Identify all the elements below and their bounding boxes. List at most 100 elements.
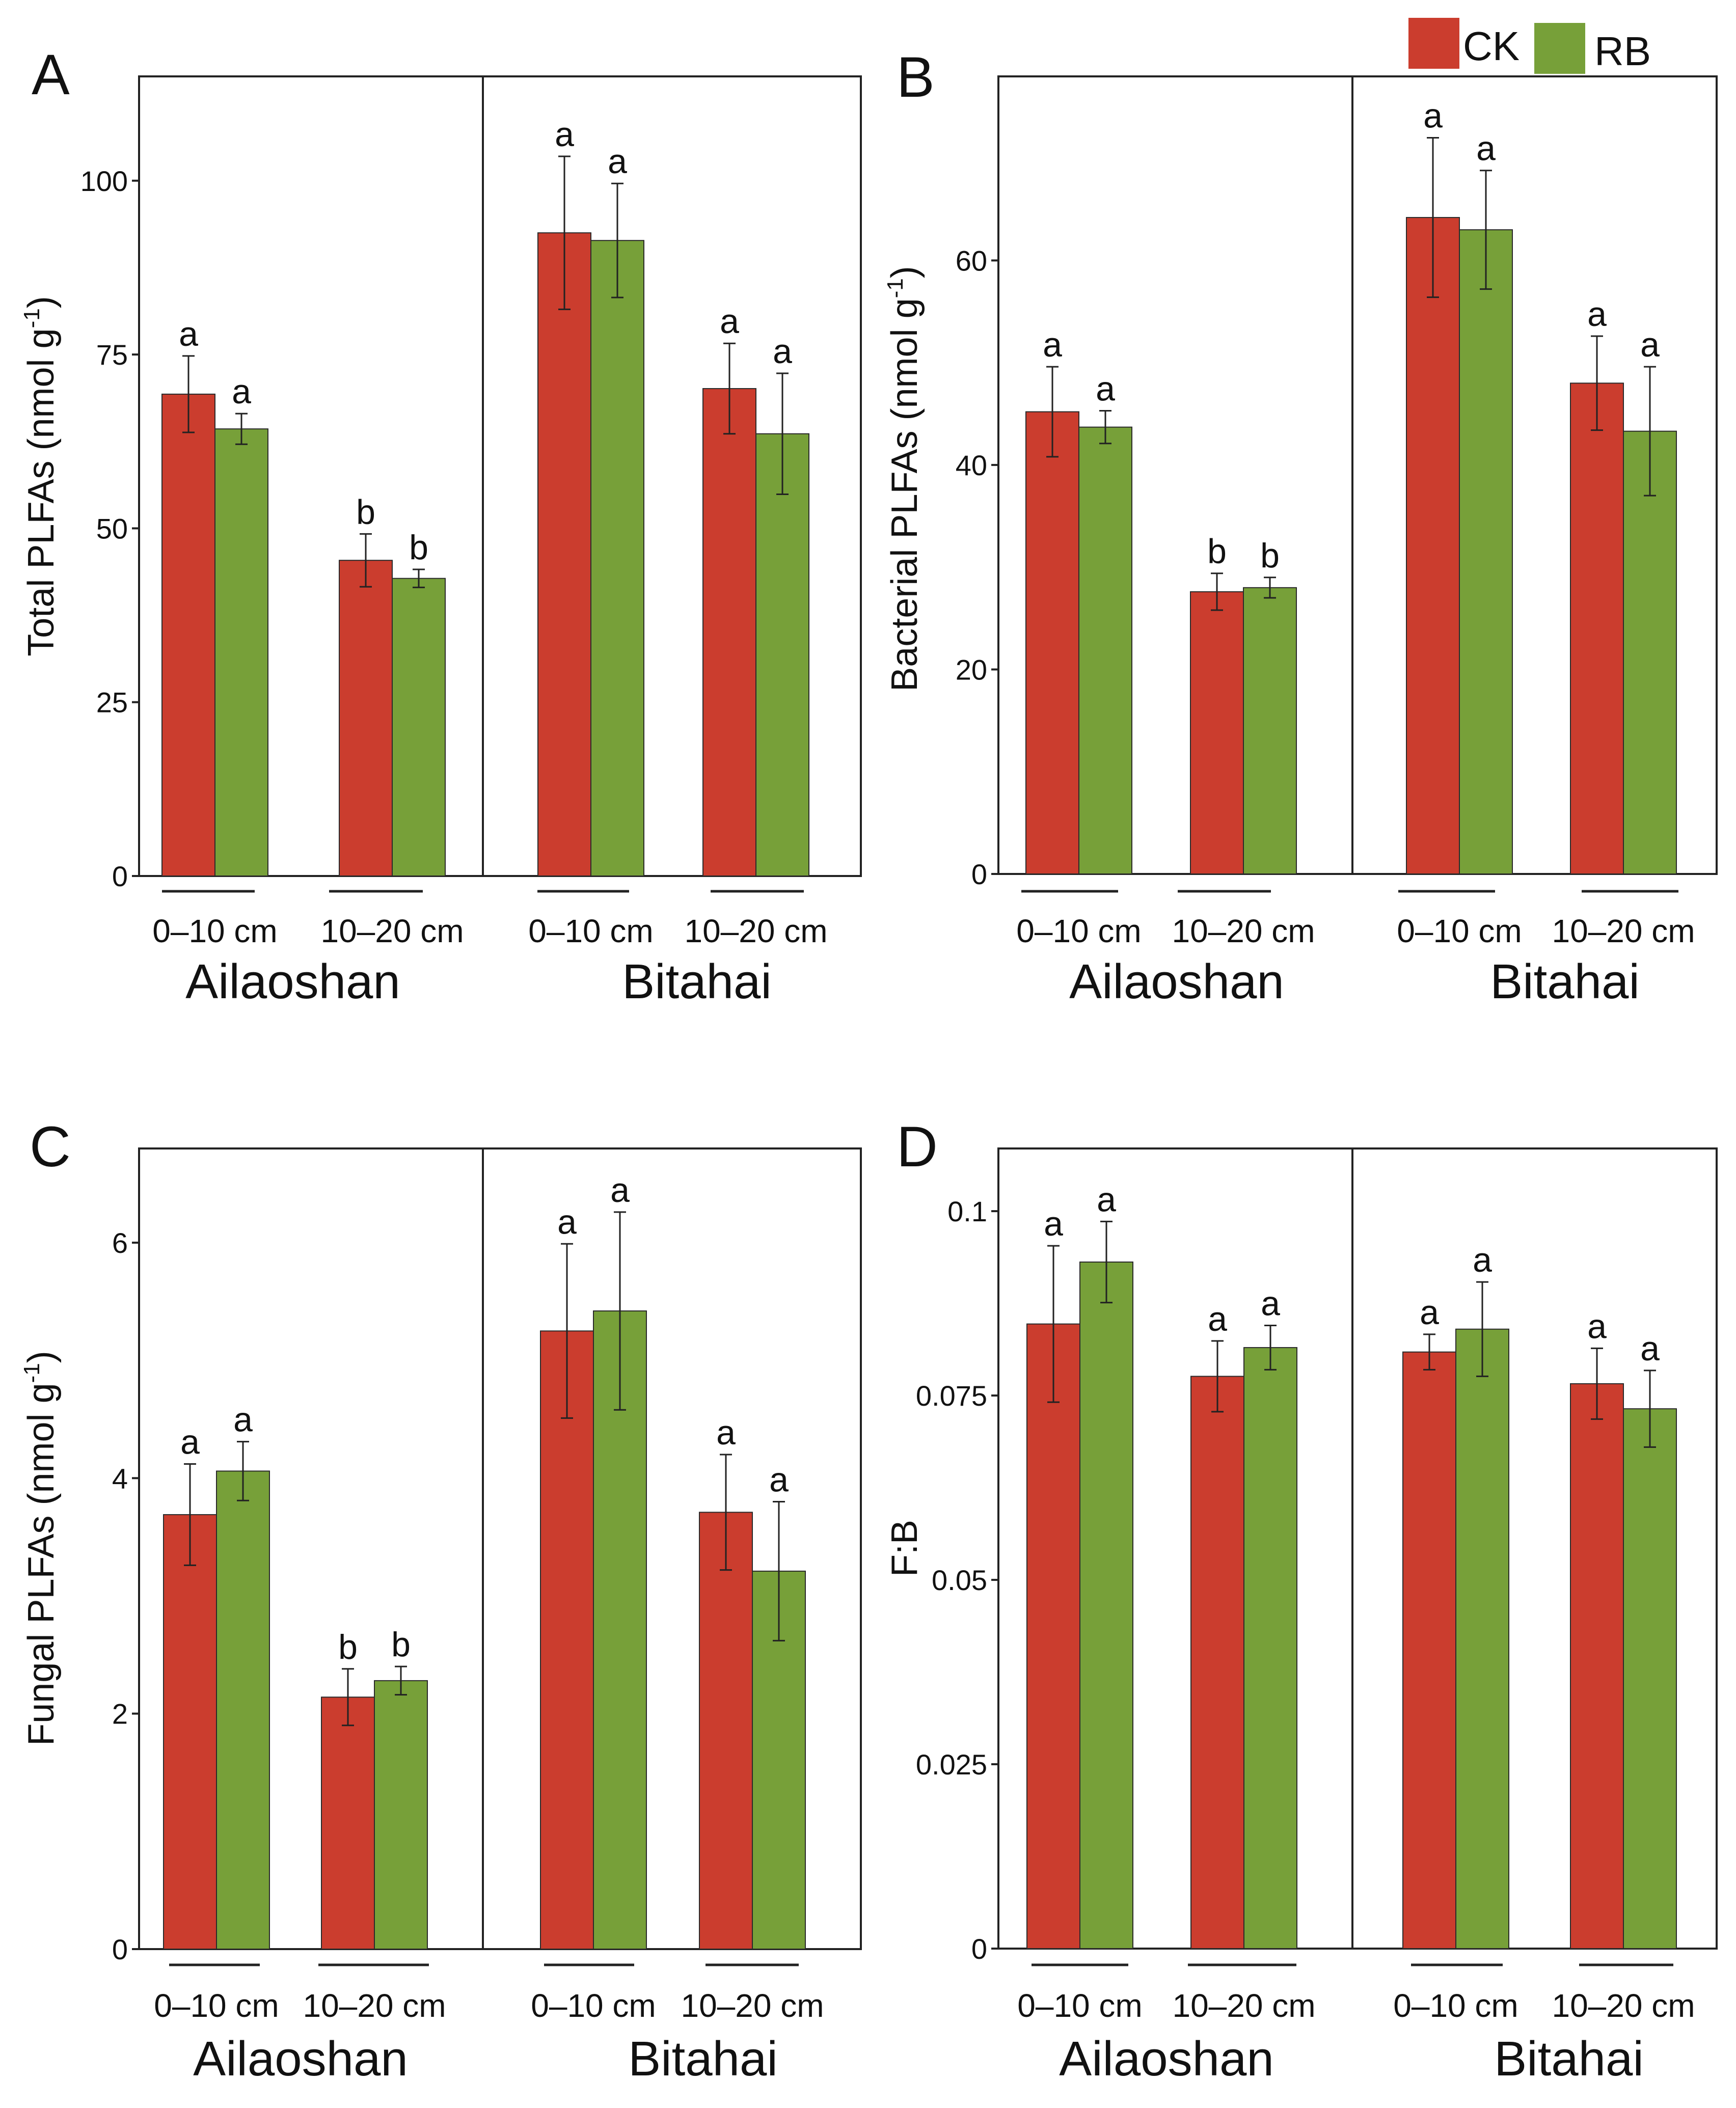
depth-label-b: 0–10 cm <box>1397 913 1522 949</box>
significance-letter-d: a <box>1097 1180 1116 1219</box>
y-tick-label-c: 0 <box>112 1933 128 1965</box>
significance-letter-c: a <box>557 1202 577 1241</box>
site-label-b-ailaoshan: Ailaoshan <box>1069 954 1284 1009</box>
y-axis-label-text-c: Fungal PLFAs (nmol g <box>21 1383 62 1745</box>
significance-letter-d: a <box>1473 1241 1492 1279</box>
bar-c-rb <box>216 1470 270 1950</box>
y-tick-label-a: 100 <box>80 165 128 197</box>
significance-letter-d: a <box>1261 1284 1280 1323</box>
depth-label-d: 10–20 cm <box>1172 1987 1315 2024</box>
bar-d-ck <box>1026 1323 1080 1949</box>
significance-letter-a: b <box>356 492 375 531</box>
y-axis-label-superscript-a: -1 <box>19 308 44 328</box>
plot-frame-a <box>138 75 862 877</box>
depth-label-c: 10–20 cm <box>303 1987 446 2024</box>
bar-d-rb <box>1623 1408 1677 1949</box>
bar-d-ck <box>1570 1383 1624 1949</box>
y-axis-label-b: Bacterial PLFAs (nmol g-1) <box>883 266 925 691</box>
y-tick-label-c: 4 <box>112 1462 128 1494</box>
significance-letter-a: a <box>773 332 792 371</box>
significance-letter-b: a <box>1043 325 1062 364</box>
legend-swatch-rb <box>1534 23 1585 74</box>
plot-frame-c <box>138 1147 862 1950</box>
depth-label-a: 0–10 cm <box>528 913 653 949</box>
y-tick-label-a: 50 <box>96 512 128 544</box>
y-tick-label-b: 60 <box>956 244 987 277</box>
y-tick-label-b: 0 <box>971 858 987 890</box>
depth-label-d: 0–10 cm <box>1017 1987 1142 2024</box>
depth-label-a: 10–20 cm <box>320 913 464 949</box>
y-tick-label-d: 0 <box>971 1933 987 1965</box>
site-label-a-ailaoshan: Ailaoshan <box>185 954 400 1009</box>
bar-d-rb <box>1455 1328 1509 1949</box>
bar-c-ck <box>540 1330 594 1950</box>
legend-label-ck: CK <box>1463 23 1520 69</box>
plot-frame-d <box>997 1147 1718 1950</box>
significance-letter-a: a <box>555 115 574 154</box>
significance-letter-c: b <box>338 1628 358 1666</box>
significance-letter-d: a <box>1208 1300 1227 1338</box>
depth-label-b: 10–20 cm <box>1172 913 1315 949</box>
bar-b-rb <box>1078 426 1132 874</box>
bar-b-rb <box>1243 587 1297 875</box>
depth-label-d: 0–10 cm <box>1393 1987 1518 2024</box>
bar-a-rb <box>755 433 809 877</box>
y-tick-label-d: 0.075 <box>916 1380 987 1412</box>
y-tick-label-c: 2 <box>112 1698 128 1730</box>
bar-d-rb <box>1243 1347 1297 1950</box>
bar-b-ck <box>1570 382 1624 874</box>
site-label-c-bitahai: Bitahai <box>628 2032 778 2086</box>
bar-c-ck <box>321 1696 375 1950</box>
significance-letter-c: a <box>716 1413 736 1452</box>
bar-a-ck <box>702 388 756 877</box>
y-axis-label-text-d: F:B <box>884 1520 925 1577</box>
significance-letter-b: a <box>1640 325 1660 364</box>
y-tick-label-b: 20 <box>956 653 987 686</box>
significance-letter-a: a <box>608 142 627 181</box>
depth-label-d: 10–20 cm <box>1552 1987 1695 2024</box>
legend-item-rb[interactable]: RB <box>1534 23 1651 74</box>
bar-d-ck <box>1190 1376 1244 1949</box>
bar-a-rb <box>590 240 644 877</box>
depth-label-c: 0–10 cm <box>531 1987 656 2024</box>
bar-a-ck <box>161 393 215 877</box>
site-label-d-bitahai: Bitahai <box>1494 2032 1644 2086</box>
legend-item-ck[interactable]: CK <box>1408 18 1520 69</box>
y-axis-label-text-b: Bacterial PLFAs (nmol g <box>884 298 925 691</box>
significance-letter-b: a <box>1096 370 1115 408</box>
significance-letter-d: a <box>1587 1307 1607 1346</box>
significance-letter-a: a <box>232 372 251 411</box>
depth-label-a: 10–20 cm <box>684 913 827 949</box>
bar-b-ck <box>1025 411 1079 874</box>
significance-letter-b: b <box>1260 536 1280 575</box>
significance-letter-c: a <box>610 1171 630 1210</box>
bar-b-rb <box>1623 430 1677 874</box>
y-axis-label-end-a: ) <box>21 296 62 308</box>
significance-letter-c: a <box>769 1461 789 1499</box>
bar-b-rb <box>1459 229 1513 875</box>
significance-letter-c: a <box>180 1423 200 1462</box>
panel-letter-b: B <box>897 45 935 109</box>
y-tick-label-a: 25 <box>96 687 128 719</box>
significance-letter-d: a <box>1420 1293 1439 1332</box>
significance-letter-c: b <box>391 1625 411 1664</box>
significance-letter-a: a <box>720 302 739 341</box>
legend-label-rb: RB <box>1594 29 1651 74</box>
site-label-b-bitahai: Bitahai <box>1490 954 1640 1009</box>
depth-label-b: 10–20 cm <box>1552 913 1695 949</box>
y-tick-label-d: 0.025 <box>916 1748 987 1781</box>
significance-letter-d: a <box>1640 1329 1660 1368</box>
bar-c-ck <box>699 1512 753 1950</box>
significance-letter-a: b <box>409 528 428 567</box>
y-axis-label-text-a: Total PLFAs (nmol g <box>21 328 62 656</box>
significance-letter-b: b <box>1207 532 1227 571</box>
significance-letter-c: a <box>233 1401 253 1439</box>
depth-label-c: 10–20 cm <box>681 1987 824 2024</box>
y-tick-label-d: 0.1 <box>947 1195 987 1227</box>
site-label-c-ailaoshan: Ailaoshan <box>193 2032 408 2086</box>
y-axis-label-superscript-b: -1 <box>883 278 908 298</box>
